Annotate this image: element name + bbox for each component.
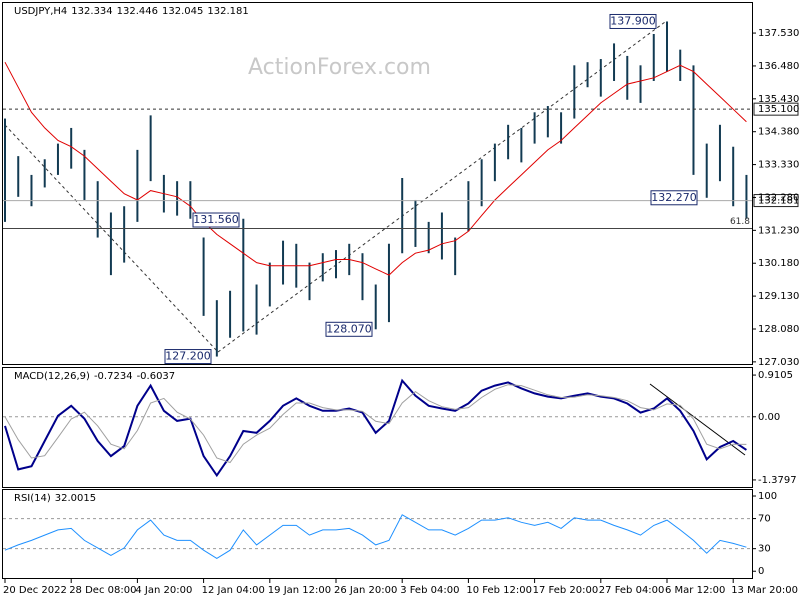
y-tick-label: 136.480 — [758, 61, 799, 72]
annotation-label: 128.070 — [326, 322, 372, 335]
panel-title: MACD(12,26,9) -0.7234 -0.6037 — [14, 371, 175, 382]
x-tick-label: 3 Feb 04:00 — [400, 585, 459, 596]
y-tick-label: 30 — [758, 544, 771, 555]
y-tick-label: 134.380 — [758, 127, 799, 138]
x-tick-label: 6 Mar 12:00 — [665, 585, 725, 596]
y-tick-label: 70 — [758, 514, 771, 525]
annotation-label: 137.900 — [610, 14, 656, 27]
title-text: USDJPY,H4 — [14, 6, 67, 17]
x-tick-label: 4 Jan 20:00 — [135, 585, 192, 596]
y-tick-label: 131.230 — [758, 225, 799, 236]
level-label-box — [753, 102, 799, 116]
annotation-label: 127.200 — [165, 350, 211, 363]
x-tick-label: 20 Dec 2022 — [3, 585, 67, 596]
title-value: -0.6037 — [137, 371, 176, 382]
y-tick-label: 128.080 — [758, 324, 799, 335]
price-frame — [2, 2, 753, 365]
indicator-line — [4, 514, 747, 559]
y-tick-label: 130.180 — [758, 258, 799, 269]
macd-frame — [2, 367, 753, 488]
annotation-label: 132.270 — [651, 191, 697, 204]
level-label: 135.100 — [758, 104, 799, 115]
annotation-box — [325, 321, 373, 337]
x-tick-label: 27 Feb 04:00 — [599, 585, 665, 596]
title-value: 132.181 — [207, 6, 248, 17]
annotation-box — [609, 13, 657, 29]
annotation-box — [650, 190, 698, 206]
x-tick-label: 17 Feb 20:00 — [533, 585, 599, 596]
y-tick-label: 0.00 — [758, 412, 780, 423]
watermark: ActionForex.com — [248, 55, 431, 80]
x-tick-label: 10 Feb 12:00 — [466, 585, 532, 596]
last-price-box — [753, 194, 799, 208]
fibo-label: 61.8 — [730, 217, 750, 227]
x-tick-label: 19 Jan 12:00 — [268, 585, 331, 596]
moving-average — [4, 61, 747, 276]
trend-line — [217, 21, 666, 353]
annotation-label: 131.560 — [193, 213, 239, 226]
y-tick-label: 137.530 — [758, 28, 799, 39]
annotation-box — [164, 349, 212, 365]
panel-title: USDJPY,H4 132.334 132.446 132.045 132.181 — [14, 6, 249, 17]
y-tick-label: 132.280 — [758, 192, 799, 203]
y-tick-label: 135.430 — [758, 94, 799, 105]
y-tick-label: 133.330 — [758, 160, 799, 171]
last-price-label: 132.181 — [758, 196, 799, 207]
title-text: RSI(14) — [14, 493, 51, 504]
indicator-line — [4, 384, 747, 464]
title-value: 132.045 — [162, 6, 203, 17]
y-tick-label: 100 — [758, 491, 777, 502]
x-tick-label: 12 Jan 04:00 — [202, 585, 265, 596]
y-tick-label: 0 — [758, 566, 764, 577]
x-tick-label: 26 Jan 20:00 — [334, 585, 397, 596]
annotation-box — [192, 212, 240, 228]
title-value: -0.7234 — [94, 371, 133, 382]
rsi-frame — [2, 489, 753, 579]
trend-line — [4, 124, 219, 353]
y-tick-label: 129.130 — [758, 291, 799, 302]
y-tick-label: 0.9105 — [758, 370, 793, 381]
x-tick-label: 13 Mar 20:00 — [731, 585, 798, 596]
title-text: MACD(12,26,9) — [14, 371, 90, 382]
x-tick-label: 28 Dec 08:00 — [69, 585, 136, 596]
title-value: 32.0015 — [55, 493, 96, 504]
y-tick-label: 127.030 — [758, 357, 799, 368]
title-value: 132.334 — [71, 6, 112, 17]
indicator-line — [4, 378, 747, 478]
panel-title: RSI(14) 32.0015 — [14, 493, 96, 504]
title-value: 132.446 — [117, 6, 158, 17]
y-tick-label: -1.3797 — [758, 475, 797, 486]
